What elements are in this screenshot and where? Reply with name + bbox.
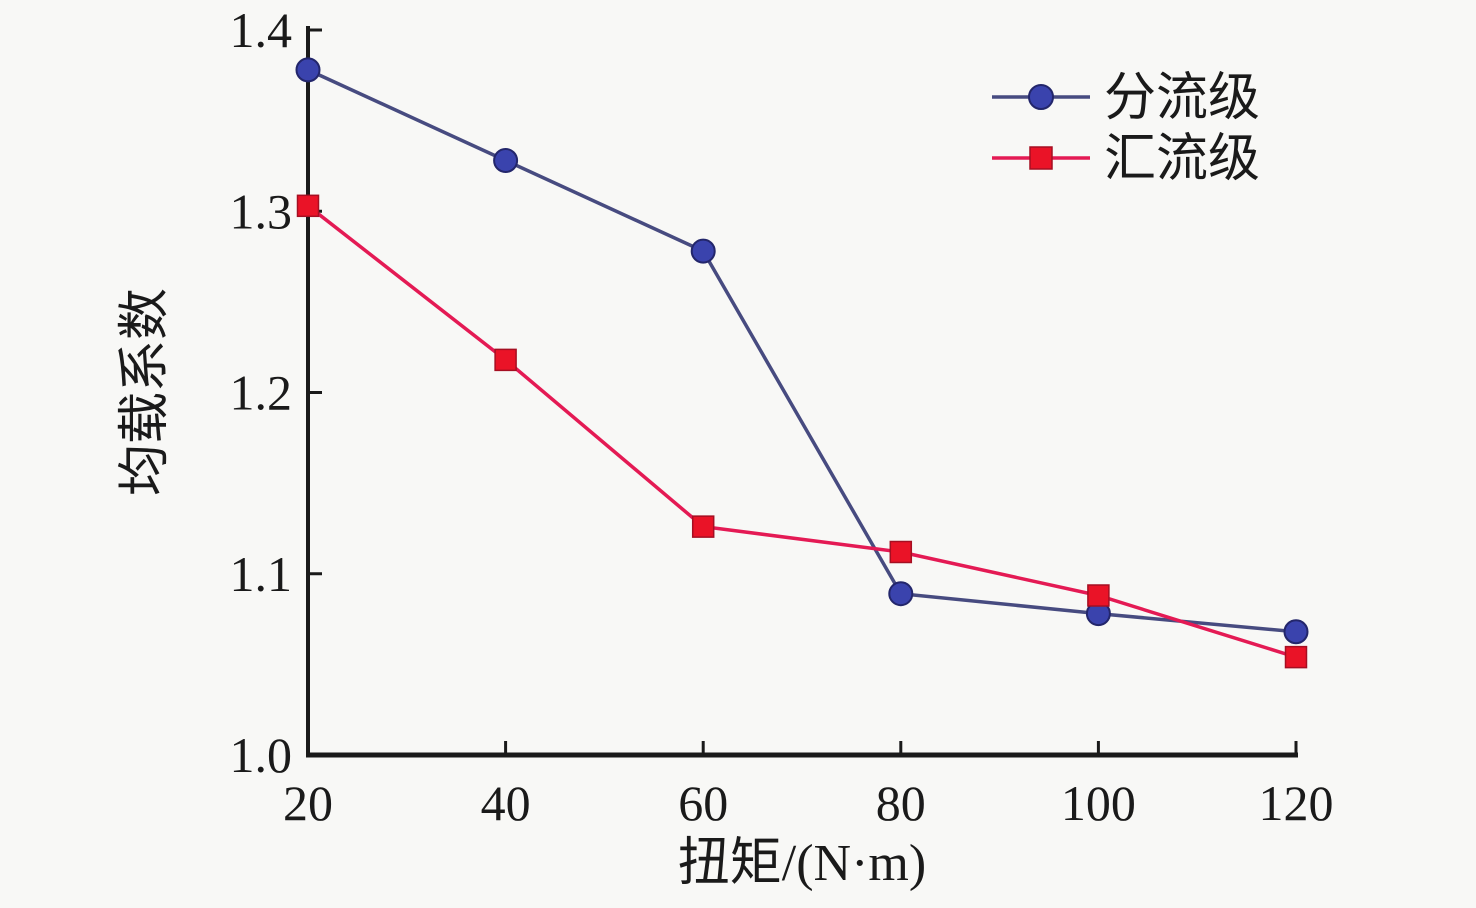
series-1-data-point — [1087, 584, 1110, 607]
x-axis-title: 扭矩/(N·m) — [678, 835, 926, 892]
y-tick-label: 1.1 — [230, 546, 293, 602]
x-tick-label: 100 — [1061, 775, 1136, 831]
series-0-data-point — [1283, 619, 1309, 645]
y-axis-title: 均载系数 — [117, 288, 174, 496]
series-1-data-point — [691, 515, 715, 538]
legend-label-1: 汇流级 — [1104, 131, 1260, 188]
x-tick-label: 120 — [1259, 775, 1334, 831]
legend-label-0: 分流级 — [1104, 70, 1260, 127]
legend-item-series-0: 分流级 — [992, 70, 1260, 127]
legend-square-marker-icon — [1029, 146, 1053, 170]
x-tick-label: 20 — [283, 775, 333, 831]
x-tick-label: 60 — [678, 775, 728, 831]
series-0-data-point — [295, 57, 321, 83]
series-1-data-point — [1284, 645, 1308, 669]
y-tick-label: 1.2 — [230, 365, 293, 421]
x-tick-label: 40 — [481, 775, 531, 831]
legend: 分流级 汇流级 — [992, 70, 1260, 188]
series-0-data-point — [690, 238, 716, 264]
series-1-line — [306, 204, 1297, 659]
series-0-data-point — [493, 148, 519, 173]
series-0-line — [307, 68, 1297, 634]
series-0-data-point — [888, 581, 914, 607]
legend-circle-marker-icon — [1028, 84, 1054, 110]
plot-area: 20 40 60 80 100 120 1.0 1.1 1.2 1.3 1.4 — [230, 2, 1334, 831]
legend-item-series-1: 汇流级 — [992, 131, 1260, 188]
y-tick-label: 1.3 — [230, 183, 293, 239]
y-tick-label: 1.0 — [230, 727, 293, 783]
series-1-data-point — [296, 194, 320, 218]
series-1-data-point — [494, 348, 517, 372]
series-1-data-point — [889, 540, 913, 564]
x-tick-label: 80 — [876, 775, 926, 831]
y-tick-label: 1.4 — [230, 2, 293, 58]
